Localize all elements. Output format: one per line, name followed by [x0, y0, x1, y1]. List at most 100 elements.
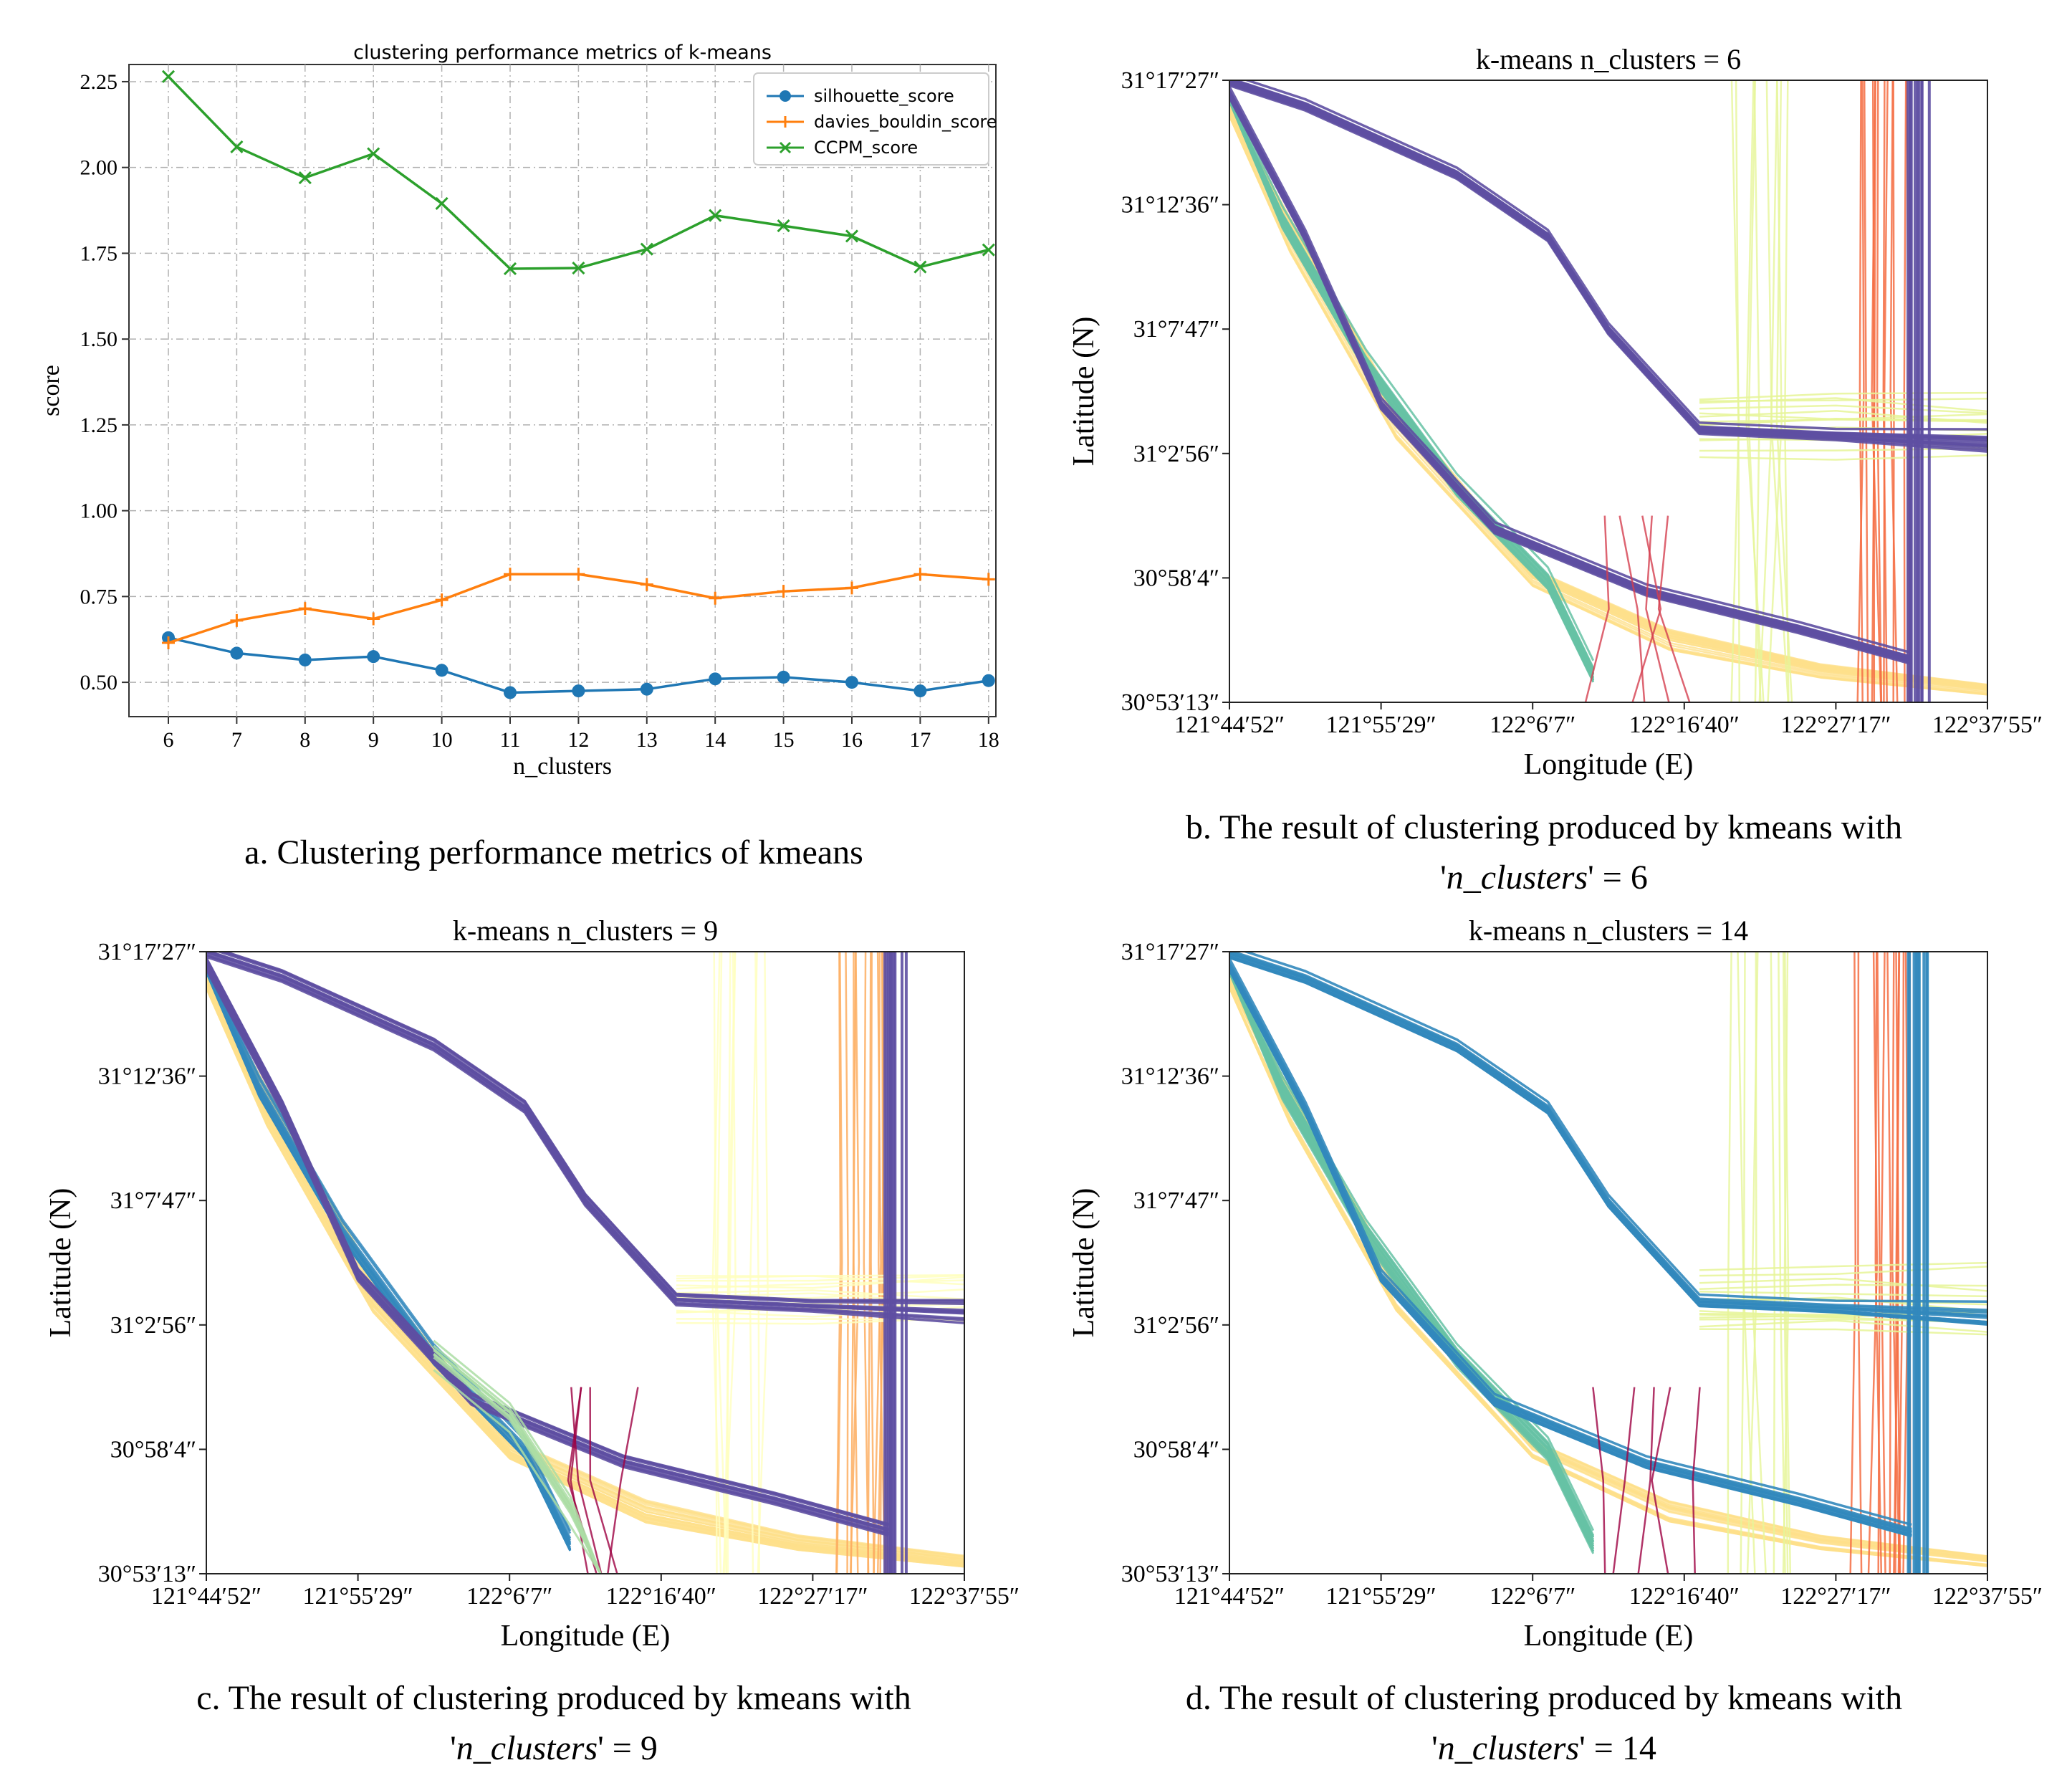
trajectory-primary: [206, 957, 889, 1526]
trajectory-secondary: [1229, 100, 1595, 678]
y-axis-label: Latitude (N): [1068, 1188, 1100, 1338]
y-ticks: 0.50 0.75 1.00 1.25 1.50 1.75 2.00 2.25: [80, 70, 129, 694]
y-tick-label: 30°53′13″: [1121, 1561, 1219, 1587]
trajectory-primary: [206, 952, 964, 1313]
trajectory-horizontal: [1699, 1284, 1987, 1290]
trajectory-vertical: [1880, 952, 1886, 1574]
trajectory-sand: [1229, 113, 1987, 694]
trajectory-primary: [206, 952, 964, 1314]
caption-b-line1: b. The result of clustering produced by …: [1186, 808, 1902, 846]
trajectory-vertical: [870, 952, 875, 1574]
legend-box: [753, 72, 989, 166]
trajectory-primary: [1229, 90, 1912, 659]
data-point: [298, 653, 312, 666]
map-title: k-means n_clusters = 6: [1476, 43, 1741, 75]
trajectory-vertical: [1891, 952, 1901, 1574]
trajectory-sand: [1229, 978, 1987, 1559]
data-point: [913, 260, 927, 274]
trajectory-primary: [1229, 81, 1987, 447]
map-panel-n14: 121°44′52″ 121°55′29″ 122°6′7″ 122°16′40″ 12…: [1068, 914, 2043, 1653]
trajectory-sand: [1229, 115, 1987, 696]
x-tick-label: 122°37′55″: [1932, 712, 2043, 738]
data-point: [162, 636, 175, 650]
trajectory-dark: [589, 1387, 618, 1574]
trajectory-primary: [206, 963, 889, 1531]
x-tick-label: 17: [909, 728, 931, 752]
trajectory-sand: [1229, 977, 1987, 1557]
x-tick-label: 122°6′7″: [1490, 1583, 1575, 1610]
x-axis-label: Longitude (E): [1524, 1620, 1694, 1653]
legend-label-silhouette: silhouette_score: [814, 86, 954, 106]
trajectory-primary: [1242, 952, 1987, 1303]
y-tick-label: 30°58′4″: [110, 1436, 196, 1463]
caption-b-param: n_clusters: [1447, 859, 1588, 897]
legend-marker-davies: [780, 116, 791, 128]
trajectory-vertical: [867, 952, 872, 1574]
trajectory-primary: [1229, 94, 1912, 663]
data-point: [845, 581, 858, 595]
x-tick-label: 122°27′17″: [1780, 712, 1891, 738]
trajectory-primary: [1229, 90, 1912, 659]
trajectory-sand: [1229, 980, 1987, 1561]
trajectory-sand: [1229, 115, 1987, 695]
trajectory-vertical-light: [1767, 80, 1783, 702]
data-point: [982, 243, 995, 257]
data-point: [230, 646, 244, 660]
trajectory-primary: [1229, 965, 1912, 1533]
map-frame: [1229, 951, 1988, 1574]
trajectory-vertical: [1849, 952, 1857, 1574]
map-panel-n6: 121°44′52″ 121°55′29″ 122°6′7″ 122°16′40″ 12…: [1068, 43, 2043, 781]
y-tick-label: 31°17′27″: [1121, 67, 1219, 94]
trajectory-primary: [1229, 97, 1912, 666]
trajectory-vertical: [835, 952, 842, 1574]
data-point: [845, 676, 858, 689]
trajectory-vertical-light: [1751, 952, 1767, 1574]
trajectory-dark: [1651, 1387, 1671, 1574]
data-point: [777, 585, 790, 598]
caption-d-line2: 'n_clusters' = 14: [1431, 1729, 1656, 1767]
grid-lines: [129, 64, 996, 717]
caption-d-value: ' = 14: [1579, 1729, 1656, 1767]
trajectory-primary: [206, 962, 889, 1531]
y-tick-label: 1.25: [80, 414, 118, 437]
trajectory-sand: [1229, 981, 1987, 1562]
data-point: [572, 261, 585, 275]
trajectory-primary: [1229, 968, 1912, 1536]
legend-label-ccpm: CCPM_score: [814, 138, 918, 158]
trajectory-secondary: [1229, 969, 1595, 1540]
y-tick-label: 0.75: [80, 585, 118, 608]
data-point: [435, 664, 449, 677]
x-tick-label: 18: [978, 728, 999, 752]
y-tick-label: 30°58′4″: [1133, 1436, 1219, 1463]
trajectory-primary: [1229, 93, 1912, 661]
trajectory-lines: [206, 952, 964, 1574]
y-tick-label: 30°58′4″: [1133, 565, 1219, 591]
trajectory-primary: [206, 955, 964, 1324]
trajectory-sand: [1229, 987, 1987, 1567]
trajectory-primary: [1229, 86, 1912, 654]
trajectory-mint: [433, 1354, 602, 1574]
x-tick-label: 11: [500, 728, 521, 752]
trajectory-primary: [1229, 94, 1912, 662]
trajectory-vertical-light: [1758, 80, 1773, 702]
trajectory-vertical: [1893, 952, 1900, 1574]
trajectory-primary: [206, 952, 964, 1314]
y-tick-label: 31°2′56″: [1133, 441, 1219, 467]
y-axis-label: Latitude (N): [1068, 317, 1100, 467]
trajectory-primary: [1229, 968, 1912, 1536]
trajectory-sand: [1229, 980, 1987, 1560]
trajectory-primary: [1229, 962, 1912, 1531]
data-point: [367, 147, 380, 161]
x-tick-label: 10: [431, 728, 453, 752]
y-tick-label: 2.25: [80, 70, 118, 94]
caption-d-quote: ': [1431, 1729, 1438, 1767]
y-tick-label: 1.50: [80, 328, 118, 351]
trajectory-primary: [206, 964, 889, 1532]
trajectory-vertical: [863, 952, 870, 1574]
trajectory-secondary: [206, 969, 572, 1539]
x-tick-label: 121°55′29″: [1325, 712, 1436, 738]
trajectory-secondary: [1229, 970, 1595, 1542]
trajectory-vertical: [1886, 952, 1892, 1574]
data-point: [777, 219, 790, 233]
y-axis-label: score: [38, 365, 64, 416]
